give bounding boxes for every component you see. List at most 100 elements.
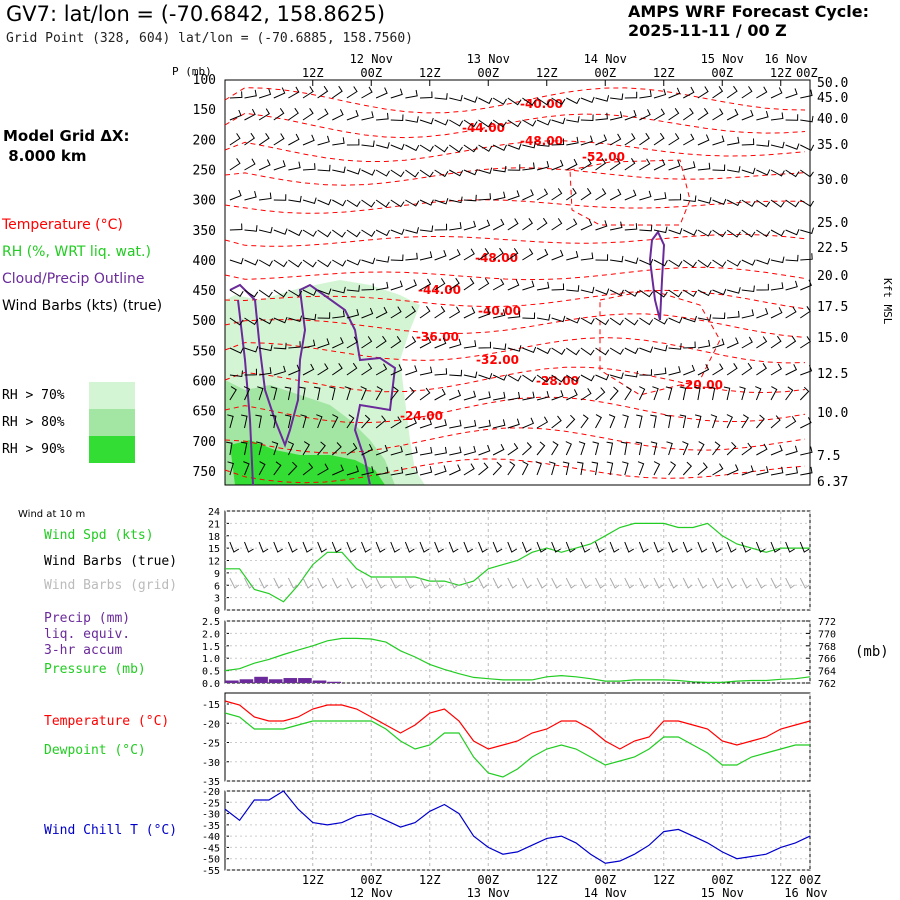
wind-barb	[361, 169, 376, 176]
wind-barb	[405, 466, 418, 476]
wind-barb	[227, 461, 234, 476]
wind-barb	[300, 414, 307, 429]
wind-barb	[405, 227, 419, 234]
top-hour-label: 00Z	[711, 66, 733, 80]
wind-barb	[332, 85, 343, 99]
wind-barb	[710, 414, 718, 429]
surface-grid-barb	[668, 577, 678, 589]
wind-barb	[536, 188, 549, 201]
wind-barb	[624, 317, 639, 326]
wind-barb	[565, 441, 572, 456]
wind-barb	[492, 374, 507, 381]
surface-wind-barb	[653, 541, 664, 553]
wind-barb	[288, 315, 303, 323]
precip-bar	[239, 679, 254, 683]
wind-barb	[712, 363, 724, 376]
wind-barb	[595, 95, 610, 102]
height-tick-label: 15.0	[817, 331, 848, 346]
wind-barb	[580, 158, 592, 171]
wind-barb	[741, 259, 756, 266]
wind-barb	[240, 414, 248, 429]
wind-barb	[507, 418, 520, 429]
wind-barb	[741, 229, 756, 238]
wind-barb	[756, 283, 769, 291]
wind-barb	[317, 85, 329, 99]
wind-barb	[390, 336, 402, 349]
wind-barb	[712, 108, 724, 121]
wind-barb	[332, 337, 344, 349]
height-axis-label: Kft MSL	[881, 278, 894, 325]
top-hour-label: 00Z	[796, 66, 818, 80]
isotherm-label: -40.00	[520, 97, 563, 111]
wind-barb	[405, 89, 418, 99]
wind-barb	[258, 108, 270, 121]
wind-barb	[332, 229, 346, 238]
wind-barb	[361, 307, 374, 319]
wind-barb	[288, 259, 303, 268]
wind-barb	[361, 466, 374, 476]
surface-wind-barb	[799, 541, 810, 553]
wind-barb	[346, 199, 361, 208]
wind-barb	[317, 463, 329, 476]
wind-barb	[536, 140, 550, 147]
wind-barb	[346, 336, 358, 349]
wind-barb	[478, 248, 490, 261]
wind-barb	[256, 441, 263, 456]
wind-barb	[463, 248, 475, 261]
wind-barb	[566, 187, 577, 201]
pressure-tick-label: 500	[193, 314, 216, 329]
wind-barb	[562, 461, 570, 476]
wind-barb	[478, 462, 489, 476]
wind-barb	[566, 158, 578, 171]
wind-barb	[405, 116, 419, 123]
wind-barb	[478, 308, 491, 319]
wind-barb	[609, 111, 623, 121]
wind-barb	[434, 337, 447, 349]
surface-wind-barb	[755, 541, 766, 553]
wind-barb	[624, 347, 639, 355]
surface-grid-barb	[507, 577, 518, 589]
bottom-day-label: 15 Nov	[701, 886, 744, 900]
wind-barb	[712, 259, 727, 268]
height-tick-label: 6.37	[817, 475, 848, 490]
top-day-label: 12 Nov	[350, 52, 393, 66]
wind-barb	[591, 461, 599, 476]
wind-barb	[712, 164, 726, 172]
wind-barb	[449, 196, 463, 204]
wind-barb	[346, 259, 361, 266]
height-tick-label: 12.5	[817, 367, 848, 382]
surface-wind-barb	[317, 541, 327, 553]
wind-barb	[419, 144, 434, 152]
wind-barb	[332, 464, 344, 476]
wind-barb	[800, 365, 813, 376]
wind-barb	[551, 390, 564, 401]
surface-wind-barb	[434, 541, 444, 553]
wind-barb	[536, 97, 551, 106]
wind-barb	[566, 250, 579, 261]
wind-barb	[580, 252, 594, 261]
wind-barb	[697, 162, 711, 171]
wind-barb	[595, 414, 602, 429]
wind-barb	[302, 134, 315, 146]
isotherm-line	[224, 87, 806, 114]
top-hour-label: 00Z	[477, 66, 499, 80]
wind-chill-ytick: -40	[202, 832, 220, 843]
model-grid-line-2: 8.000 km	[3, 147, 87, 165]
wind-barb	[639, 90, 652, 99]
wind-barb	[419, 387, 431, 401]
wind-barb	[566, 136, 579, 146]
surface-grid-barb	[375, 577, 386, 589]
wind-barb	[770, 199, 785, 208]
wind-barb	[580, 388, 592, 401]
wind-speed-line	[225, 522, 810, 603]
wind-chill-ytick: -35	[202, 821, 220, 832]
wind-barb	[595, 254, 609, 261]
wind-barb	[302, 86, 314, 99]
wind-barb	[741, 336, 753, 349]
wind-barb	[434, 223, 448, 231]
label-precip-1: Precip (mm)	[44, 611, 131, 626]
surface-wind-barb	[375, 541, 386, 553]
wind-barb	[785, 143, 800, 150]
surface-grid-barb	[390, 577, 401, 589]
wind-barb	[449, 464, 461, 476]
